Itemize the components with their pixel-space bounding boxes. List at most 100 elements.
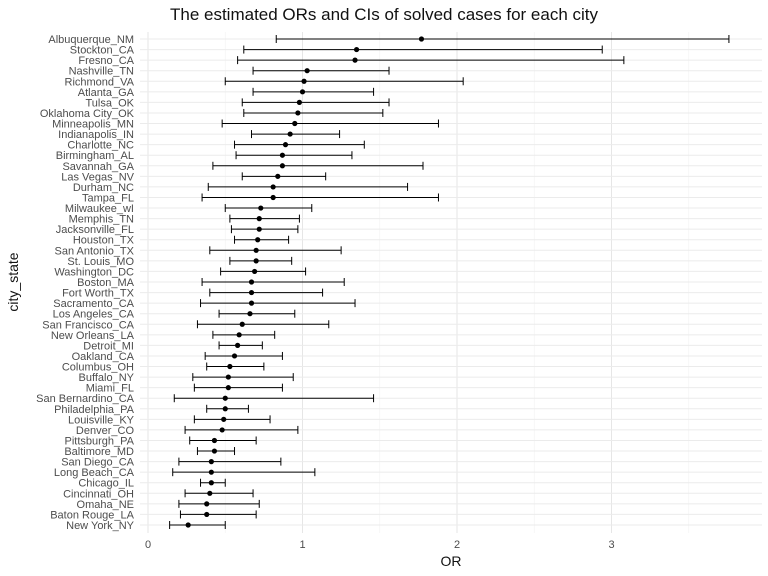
error-bar [173,394,375,403]
y-tick-label: Sacramento_CA [53,298,134,310]
error-bar [235,151,353,160]
or-point [304,68,310,74]
error-bar [193,415,271,424]
error-bar [243,108,384,117]
or-point [239,321,245,327]
y-tick-label: Cincinnati_OH [63,488,134,500]
or-point [211,437,218,444]
y-tick-label: San Francisco_CA [42,319,134,331]
error-bar [224,204,313,213]
error-bars [169,35,730,529]
y-tick-label: Denver_CO [76,425,135,437]
error-bar [201,193,439,202]
y-tick-label: Las Vegas_NV [61,171,134,183]
or-point [204,501,210,507]
y-tick-label: Miami_FL [86,383,134,395]
y-tick-label: Omaha_NE [77,499,134,511]
y-tick-label: Birmingham_AL [56,150,134,162]
error-bar [201,278,345,286]
or-point [301,78,307,84]
or-point [292,120,298,127]
y-tick-label: Nashville_TN [69,66,134,78]
error-bar [229,256,293,265]
or-point [279,152,286,158]
error-bar [178,499,260,508]
or-point [221,416,227,422]
error-bar [220,267,307,276]
error-bar [196,320,330,329]
y-tick-label: Albuquerque_NM [48,34,134,46]
or-point [225,374,231,380]
or-point [222,395,228,401]
error-bar [212,161,424,170]
error-bar [252,87,375,96]
x-tick-label: 3 [608,539,614,551]
error-bar [184,425,299,434]
error-bar [241,98,390,107]
or-point [248,279,255,285]
or-point [208,469,214,475]
error-bar [243,45,603,54]
y-tick-label: Baton Rouge_LA [50,509,134,521]
y-tick-label: New Orleans_LA [51,330,135,342]
or-point [275,173,281,179]
y-tick-label: St. Louis_MO [67,256,134,268]
error-bar [230,225,299,234]
or-point [252,268,258,275]
or-point [295,110,301,116]
error-bar [241,172,327,181]
or-point [256,216,262,222]
or-point [208,480,214,486]
or-point [225,385,231,391]
error-bar [189,436,257,445]
error-bar [209,288,324,297]
or-point [211,448,218,454]
or-point [270,194,276,201]
y-tick-label: Fresno_CA [78,55,134,67]
or-point [253,247,259,253]
y-tick-label: Indianapolis_IN [58,129,134,141]
x-tick-label: 0 [145,539,151,551]
error-bar [172,468,316,477]
y-tick-label: Tulsa_OK [85,97,134,109]
error-bar [206,362,265,371]
or-point [219,427,225,433]
or-point [299,89,306,95]
or-point [270,184,276,190]
y-tick-label: Minneapolis_MN [52,119,134,131]
error-bar [218,309,296,318]
y-tick-label: Memphis_TN [69,214,134,226]
estimate-points [185,36,425,528]
or-point [204,511,210,518]
y-tick-label: Richmond_VA [65,76,135,88]
y-tick-label: Houston_TX [73,235,135,247]
or-point [253,258,259,264]
or-point [236,332,242,338]
y-tick-label: Boston_MA [77,277,135,289]
or-point [279,163,286,169]
y-tick-label: Pittsburgh_PA [64,435,134,447]
y-tick-label: Baltimore_MD [64,446,134,458]
or-point [287,131,293,137]
y-tick-label: Los Angeles_CA [53,309,135,321]
error-bar [218,341,263,350]
error-bar [234,140,365,149]
y-tick-label: San Antonio_TX [54,245,134,257]
error-bar [234,235,290,244]
y-tick-label: Savannah_GA [62,161,134,173]
y-tick-label: Oakland_CA [72,351,135,363]
error-bar [184,489,254,498]
or-point [258,205,264,211]
error-bar [179,510,257,519]
or-point [248,300,255,306]
or-point [353,46,360,53]
x-tick-label: 1 [299,539,305,551]
chart-title: The estimated ORs and CIs of solved case… [169,5,599,24]
error-bar [229,214,300,223]
y-tick-label: San Bernardino_CA [36,393,135,405]
or-point [207,490,213,496]
error-bar [224,77,464,86]
y-tick-label: Chicago_IL [78,478,134,490]
x-tick-label: 2 [454,539,460,551]
